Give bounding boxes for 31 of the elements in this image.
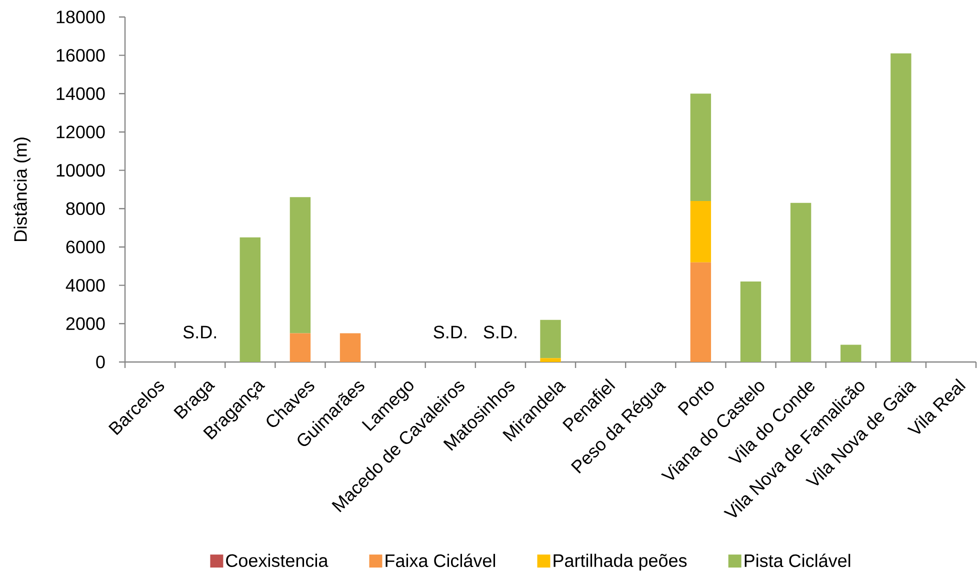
y-axis-title: Distância (m) bbox=[14, 138, 30, 242]
bar bbox=[890, 53, 912, 362]
y-tick-label: 0 bbox=[96, 356, 105, 368]
legend-label: Partilhada peões bbox=[554, 554, 687, 571]
y-tick-label: 12000 bbox=[56, 126, 105, 138]
text: S.D. bbox=[484, 326, 516, 338]
text: S.D. bbox=[434, 326, 466, 338]
y-tick-label: 16000 bbox=[56, 48, 105, 62]
legend-label: Faixa Ciclável bbox=[386, 554, 496, 568]
bar bbox=[540, 358, 561, 362]
legend-label: Pista Ciclável bbox=[744, 554, 850, 568]
y-tick-label: 4000 bbox=[66, 278, 105, 292]
bar bbox=[240, 237, 261, 362]
bar bbox=[690, 200, 712, 262]
legend-label: Coexistencia bbox=[226, 554, 328, 567]
y-tick-label: 18000 bbox=[56, 10, 105, 24]
bar bbox=[790, 202, 812, 362]
bar bbox=[340, 333, 361, 362]
bar bbox=[840, 344, 862, 362]
bar bbox=[740, 281, 762, 362]
y-tick-label: 2000 bbox=[66, 317, 105, 330]
y-tick-label: 10000 bbox=[56, 164, 105, 177]
y-tick-label: 6000 bbox=[66, 240, 105, 254]
bar bbox=[540, 320, 561, 358]
bar bbox=[290, 197, 311, 334]
text: S.D. bbox=[183, 326, 216, 338]
y-tick-label: 8000 bbox=[66, 202, 105, 216]
bar bbox=[690, 94, 712, 201]
bar bbox=[690, 262, 712, 362]
y-tick-label: 14000 bbox=[56, 87, 105, 100]
bar bbox=[290, 333, 311, 362]
